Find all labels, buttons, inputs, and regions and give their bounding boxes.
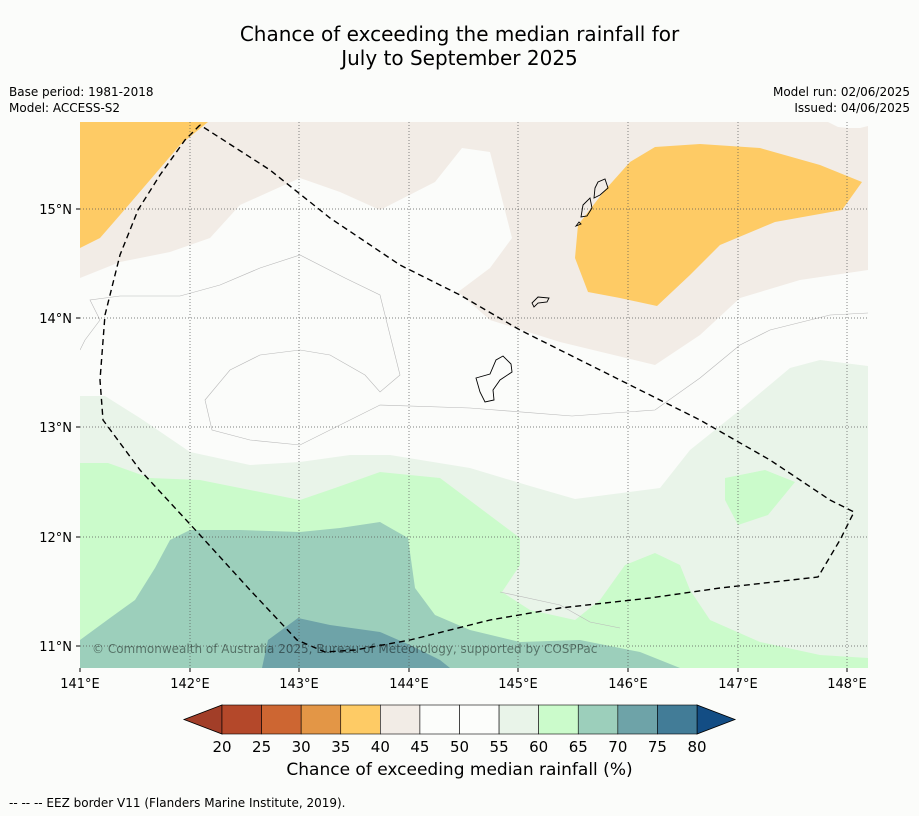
island-tinian — [580, 197, 593, 218]
colorbar-swatch — [300, 704, 342, 735]
lon-tick-label: 148°E — [827, 677, 867, 692]
colorbar-tick-label: 80 — [687, 738, 706, 756]
colorbar-tick-label: 30 — [292, 738, 311, 756]
issued-date: Issued: 04/06/2025 — [794, 101, 910, 115]
copyright-text: © Commonwealth of Australia 2025, Bureau… — [92, 642, 597, 656]
colorbar-tick-label: 65 — [569, 738, 588, 756]
map-axes: 15°N 14°N 13°N 12°N 11°N 141°E 142°E 143°E 144°E… — [39, 203, 867, 692]
lon-tick-label: 144°E — [389, 677, 429, 692]
island-islet — [574, 221, 582, 228]
colorbar-tick-label: 55 — [490, 738, 509, 756]
map-title: Chance of exceeding the median rainfall … — [0, 22, 919, 70]
colorbar-tick-label: 25 — [252, 738, 271, 756]
meta-left: Base period: 1981-2018 Model: ACCESS-S2 — [9, 84, 154, 116]
colorbar-swatch — [459, 704, 500, 735]
colorbar-extend-low — [182, 704, 223, 735]
lat-tick-label: 14°N — [39, 312, 72, 327]
colorbar-swatch — [380, 704, 421, 735]
colorbar-tick-label: 45 — [410, 738, 429, 756]
lon-tick-label: 141°E — [60, 677, 100, 692]
band-45-55-top-patch — [828, 122, 868, 128]
band-70-75 — [262, 618, 450, 668]
band-60-65-patch — [725, 470, 795, 525]
title-line-1: Chance of exceeding the median rainfall … — [239, 22, 680, 46]
map-plot-area — [80, 122, 868, 668]
map-gridlines — [80, 122, 868, 668]
island-saipan — [593, 178, 609, 199]
island-rota — [531, 296, 550, 308]
colorbar-tick-label: 50 — [450, 738, 469, 756]
colorbar-swatch — [657, 704, 698, 735]
colorbar: 20 25 30 35 40 45 50 55 60 65 70 75 80 — [182, 704, 737, 756]
contour-line-south — [499, 591, 621, 629]
colorbar-swatch — [261, 704, 302, 735]
colorbar-extend-high — [696, 704, 737, 735]
colorbar-tick-label: 20 — [212, 738, 231, 756]
model-run: Model run: 02/06/2025 — [772, 85, 910, 99]
title-line-2: July to September 2025 — [341, 46, 578, 70]
island-guam — [475, 355, 513, 403]
base-period: Base period: 1981-2018 — [9, 85, 154, 99]
band-35-40-northwest — [80, 122, 208, 248]
lat-tick-label: 12°N — [39, 531, 72, 546]
lat-tick-label: 15°N — [39, 203, 72, 218]
colorbar-swatch — [419, 704, 460, 735]
model-name: Model: ACCESS-S2 — [9, 101, 121, 115]
lon-tick-label: 142°E — [170, 677, 210, 692]
lon-tick-label: 145°E — [498, 677, 538, 692]
colorbar-tick-label: 70 — [608, 738, 627, 756]
colorbar-swatch — [617, 704, 658, 735]
contour-line-north — [80, 254, 868, 446]
colorbar-tick-label: 40 — [371, 738, 390, 756]
colorbar-swatch — [577, 704, 619, 735]
lon-tick-label: 146°E — [608, 677, 648, 692]
lon-tick-label: 147°E — [718, 677, 758, 692]
colorbar-swatch — [498, 704, 539, 735]
colorbar-swatch — [538, 704, 579, 735]
lat-tick-label: 13°N — [39, 421, 72, 436]
lat-tick-label: 11°N — [39, 640, 72, 655]
band-35-40-northeast — [575, 144, 862, 306]
lon-tick-label: 143°E — [279, 677, 319, 692]
colorbar-tick-label: 75 — [648, 738, 667, 756]
band-65-70 — [80, 522, 680, 668]
colorbar-tick-label: 35 — [331, 738, 350, 756]
colorbar-swatch — [340, 704, 381, 735]
meta-right: Model run: 02/06/2025 Issued: 04/06/2025 — [773, 84, 910, 116]
colorbar-tick-label: 60 — [529, 738, 548, 756]
eez-footnote: -- -- -- EEZ border V11 (Flanders Marine… — [9, 796, 346, 810]
colorbar-swatch — [221, 704, 262, 735]
colorbar-label: Chance of exceeding median rainfall (%) — [286, 760, 633, 780]
eez-border — [99, 124, 855, 653]
